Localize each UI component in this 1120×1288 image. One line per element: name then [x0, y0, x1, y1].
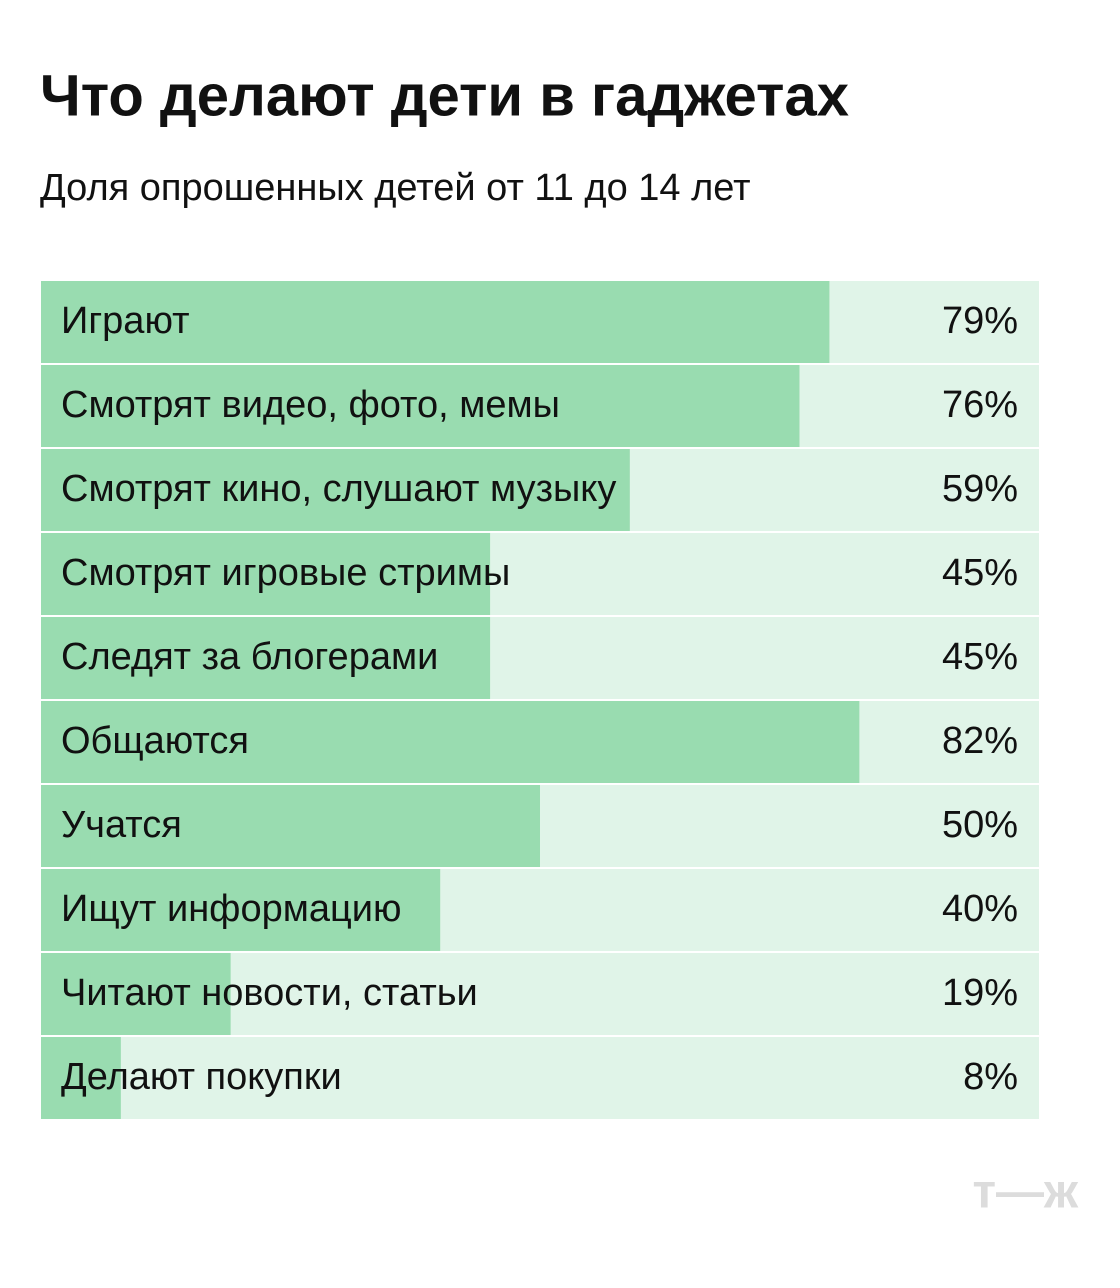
value-label: 59%: [942, 468, 1018, 510]
value-label: 40%: [942, 888, 1018, 930]
chart-subtitle: Доля опрошенных детей от 11 до 14 лет: [40, 167, 751, 209]
category-label: Общаются: [61, 720, 249, 762]
category-label: Читают новости, статьи: [61, 972, 478, 1014]
value-label: 79%: [942, 300, 1018, 342]
category-label: Смотрят видео, фото, мемы: [61, 384, 560, 426]
bar: [41, 617, 491, 699]
category-label: Делают покупки: [61, 1056, 342, 1098]
bar: [41, 1037, 121, 1119]
value-label: 50%: [942, 804, 1018, 846]
value-label: 19%: [942, 972, 1018, 1014]
bar: [41, 365, 800, 447]
bar: [41, 449, 630, 531]
bar: [41, 533, 491, 615]
category-label: Смотрят кино, слушают музыку: [61, 468, 616, 510]
bar: [41, 785, 540, 867]
category-label: Учатся: [61, 804, 182, 846]
value-label: 8%: [963, 1056, 1018, 1098]
chart-title: Что делают дети в гаджетах: [40, 63, 849, 128]
bar: [41, 869, 441, 951]
bar: [41, 281, 830, 363]
logo: т—ж: [972, 1166, 1079, 1219]
category-label: Играют: [61, 300, 190, 342]
bar-track: [41, 1037, 1039, 1119]
value-label: 45%: [942, 636, 1018, 678]
bar: [41, 953, 231, 1035]
value-label: 76%: [942, 384, 1018, 426]
value-label: 45%: [942, 552, 1018, 594]
value-label: 82%: [942, 720, 1018, 762]
category-label: Смотрят игровые стримы: [61, 552, 510, 594]
category-label: Следят за блогерами: [61, 636, 438, 678]
category-label: Ищут информацию: [61, 888, 401, 930]
bar: [41, 701, 860, 783]
